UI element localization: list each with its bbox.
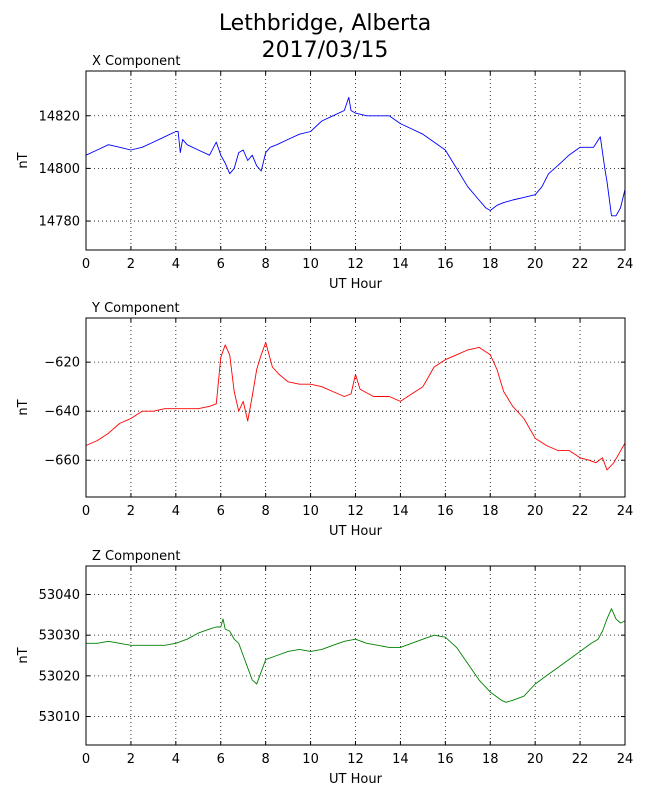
panel-z-xtick-label: 16 xyxy=(437,752,454,767)
panel-x-xtick-label: 22 xyxy=(572,257,589,272)
panel-y-ytick-label: −620 xyxy=(44,356,80,371)
panel-z-xtick-label: 2 xyxy=(127,752,135,767)
panel-z-xlabel: UT Hour xyxy=(329,772,383,787)
panel-x-xtick-label: 14 xyxy=(392,257,409,272)
panel-z-ytick-label: 53030 xyxy=(39,629,80,644)
panel-z-xtick-label: 8 xyxy=(262,752,270,767)
panel-z-ytick-label: 53010 xyxy=(39,710,80,725)
panel-z-xtick-label: 22 xyxy=(572,752,589,767)
panel-x-xtick-label: 10 xyxy=(302,257,319,272)
panel-y-xtick-label: 0 xyxy=(82,504,90,519)
panel-y-xtick-label: 16 xyxy=(437,504,454,519)
panel-x-series-line xyxy=(85,96,626,217)
panel-x-xtick-label: 12 xyxy=(347,257,364,272)
panel-z-xtick-label: 18 xyxy=(482,752,499,767)
panel-y-xtick-label: 12 xyxy=(347,504,364,519)
panel-x-xtick-label: 18 xyxy=(482,257,499,272)
panel-y-xtick-label: 24 xyxy=(617,504,634,519)
chart-title-location: Lethbridge, Alberta xyxy=(218,11,432,36)
panel-x-ytick-label: 14780 xyxy=(39,215,80,230)
panel-x-ytick-label: 14800 xyxy=(39,162,80,177)
panel-z-xtick-label: 20 xyxy=(527,752,544,767)
panel-y-xtick-label: 18 xyxy=(482,504,499,519)
panel-z-xtick-label: 24 xyxy=(617,752,634,767)
panel-z-series-line xyxy=(86,608,626,703)
panel-y-xlabel: UT Hour xyxy=(329,524,383,539)
panel-y-xtick-label: 14 xyxy=(392,504,409,519)
chart-title-date: 2017/03/15 xyxy=(261,38,389,63)
panel-x-ylabel: nT xyxy=(16,152,31,168)
panel-x-ytick-label: 14820 xyxy=(39,109,80,124)
panel-x-xtick-label: 20 xyxy=(527,257,544,272)
panel-z-ytick-label: 53040 xyxy=(39,588,80,603)
panel-x-xtick-label: 16 xyxy=(437,257,454,272)
panel-x-subtitle: X Component xyxy=(92,54,181,69)
panel-z-xtick-label: 0 xyxy=(82,752,90,767)
panel-y-xtick-label: 2 xyxy=(127,504,135,519)
panel-z-xtick-label: 6 xyxy=(217,752,225,767)
panel-y-ytick-label: −660 xyxy=(44,454,80,469)
panel-x-xtick-label: 2 xyxy=(127,257,135,272)
panel-y-xtick-label: 6 xyxy=(217,504,225,519)
panel-x-xtick-label: 0 xyxy=(82,257,90,272)
panel-z-frame xyxy=(85,565,626,746)
panel-x-xtick-label: 4 xyxy=(172,257,180,272)
panel-z-ylabel: nT xyxy=(16,647,31,663)
panel-y-xtick-label: 10 xyxy=(302,504,319,519)
panel-z-subtitle: Z Component xyxy=(92,549,181,564)
panel-x-xlabel: UT Hour xyxy=(329,277,383,292)
panel-x-xtick-label: 8 xyxy=(262,257,270,272)
panel-x-frame xyxy=(85,70,626,251)
panel-z-xtick-label: 14 xyxy=(392,752,409,767)
panel-y-series-line xyxy=(85,342,626,471)
panel-y-frame xyxy=(85,317,626,498)
panel-z-xtick-label: 10 xyxy=(302,752,319,767)
panel-z-xtick-label: 12 xyxy=(347,752,364,767)
panel-z-xtick-label: 4 xyxy=(172,752,180,767)
panel-x-xtick-label: 6 xyxy=(217,257,225,272)
panel-y-xtick-label: 20 xyxy=(527,504,544,519)
panel-y-xtick-label: 8 xyxy=(262,504,270,519)
panel-y-xtick-label: 4 xyxy=(172,504,180,519)
panel-y-ytick-label: −640 xyxy=(44,405,80,420)
panel-z-ytick-label: 53020 xyxy=(39,669,80,684)
panel-y-subtitle: Y Component xyxy=(91,301,180,316)
panel-y-xtick-label: 22 xyxy=(572,504,589,519)
panel-y-ylabel: nT xyxy=(16,399,31,415)
panel-x-xtick-label: 24 xyxy=(617,257,634,272)
